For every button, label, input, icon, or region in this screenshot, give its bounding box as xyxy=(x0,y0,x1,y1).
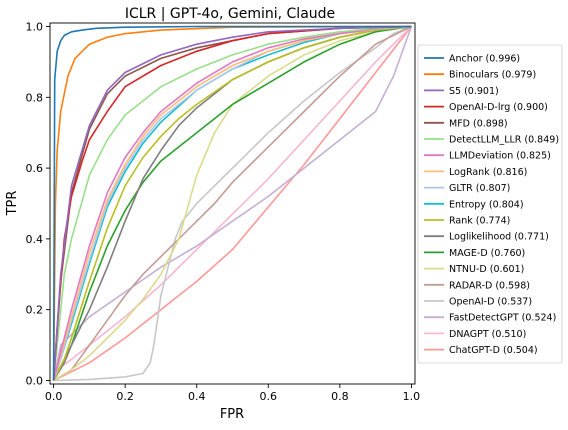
x-tick-label: 0.2 xyxy=(116,390,134,403)
legend-label: Rank (0.774) xyxy=(449,216,510,227)
legend-label: NTNU-D (0.601) xyxy=(449,264,524,275)
legend-label: RADAR-D (0.598) xyxy=(449,280,530,291)
legend-label: GLTR (0.807) xyxy=(449,183,510,194)
series-line-6 xyxy=(52,25,412,381)
x-tick-label: 1.0 xyxy=(403,390,421,403)
y-tick-label: 0.0 xyxy=(26,374,44,387)
legend-label: OpenAI-D-lrg (0.900) xyxy=(449,102,548,113)
y-axis-label: TPR xyxy=(5,191,20,217)
x-tick-label: 0.0 xyxy=(45,390,63,403)
y-tick-label: 0.6 xyxy=(26,162,44,175)
series-line-10 xyxy=(52,25,412,381)
x-axis-ticks: 0.0 0.2 0.4 0.6 0.8 1.0 xyxy=(45,384,420,403)
legend-label: LLMDeviation (0.825) xyxy=(449,151,551,162)
legend-label: FastDetectGPT (0.524) xyxy=(449,313,556,324)
series-line-17 xyxy=(52,25,412,381)
series-line-14 xyxy=(53,25,412,382)
series-line-13 xyxy=(53,25,412,382)
series-line-15 xyxy=(53,25,412,382)
legend-label: MAGE-D (0.760) xyxy=(449,248,525,259)
series-line-12 xyxy=(52,25,412,381)
legend-label: DetectLLM_LLR (0.849) xyxy=(449,135,559,146)
legend-label: Binoculars (0.979) xyxy=(449,70,536,81)
legend-label: S5 (0.901) xyxy=(449,86,499,97)
series-line-18 xyxy=(53,26,413,382)
legend-label: OpenAI-D (0.537) xyxy=(449,297,532,308)
legend-frame xyxy=(417,44,563,364)
legend-label: DNAGPT (0.510) xyxy=(449,329,526,340)
series-line-16 xyxy=(52,26,413,381)
plot-frame xyxy=(49,22,416,385)
legend: Anchor (0.996) Binoculars (0.979) S5 (0.90… xyxy=(417,44,563,364)
x-axis-label: FPR xyxy=(220,407,244,422)
legend-label: Anchor (0.996) xyxy=(449,54,520,65)
x-tick-label: 0.8 xyxy=(331,390,349,403)
y-tick-label: 0.8 xyxy=(26,91,44,104)
series-line-1 xyxy=(52,25,412,381)
legend-items: Anchor (0.996) Binoculars (0.979) S5 (0.90… xyxy=(424,54,559,356)
legend-label: Entropy (0.804) xyxy=(449,199,524,210)
plot-lines xyxy=(52,25,413,382)
x-tick-label: 0.6 xyxy=(260,390,278,403)
legend-label: MFD (0.898) xyxy=(449,118,508,129)
y-tick-label: 1.0 xyxy=(26,21,44,34)
legend-label: Loglikelihood (0.771) xyxy=(449,232,549,243)
y-axis-ticks: 0.0 0.2 0.4 0.6 0.8 1.0 xyxy=(26,21,50,387)
series-line-5 xyxy=(52,25,412,381)
series-line-2 xyxy=(52,25,412,381)
legend-label: ChatGPT-D (0.504) xyxy=(449,345,538,356)
y-tick-label: 0.2 xyxy=(26,304,44,317)
x-tick-label: 0.4 xyxy=(188,390,206,403)
series-line-0 xyxy=(52,25,412,381)
legend-label: LogRank (0.816) xyxy=(449,167,527,178)
chart-title: ICLR | GPT-4o, Gemini, Claude xyxy=(125,6,335,22)
y-tick-label: 0.4 xyxy=(26,233,44,246)
